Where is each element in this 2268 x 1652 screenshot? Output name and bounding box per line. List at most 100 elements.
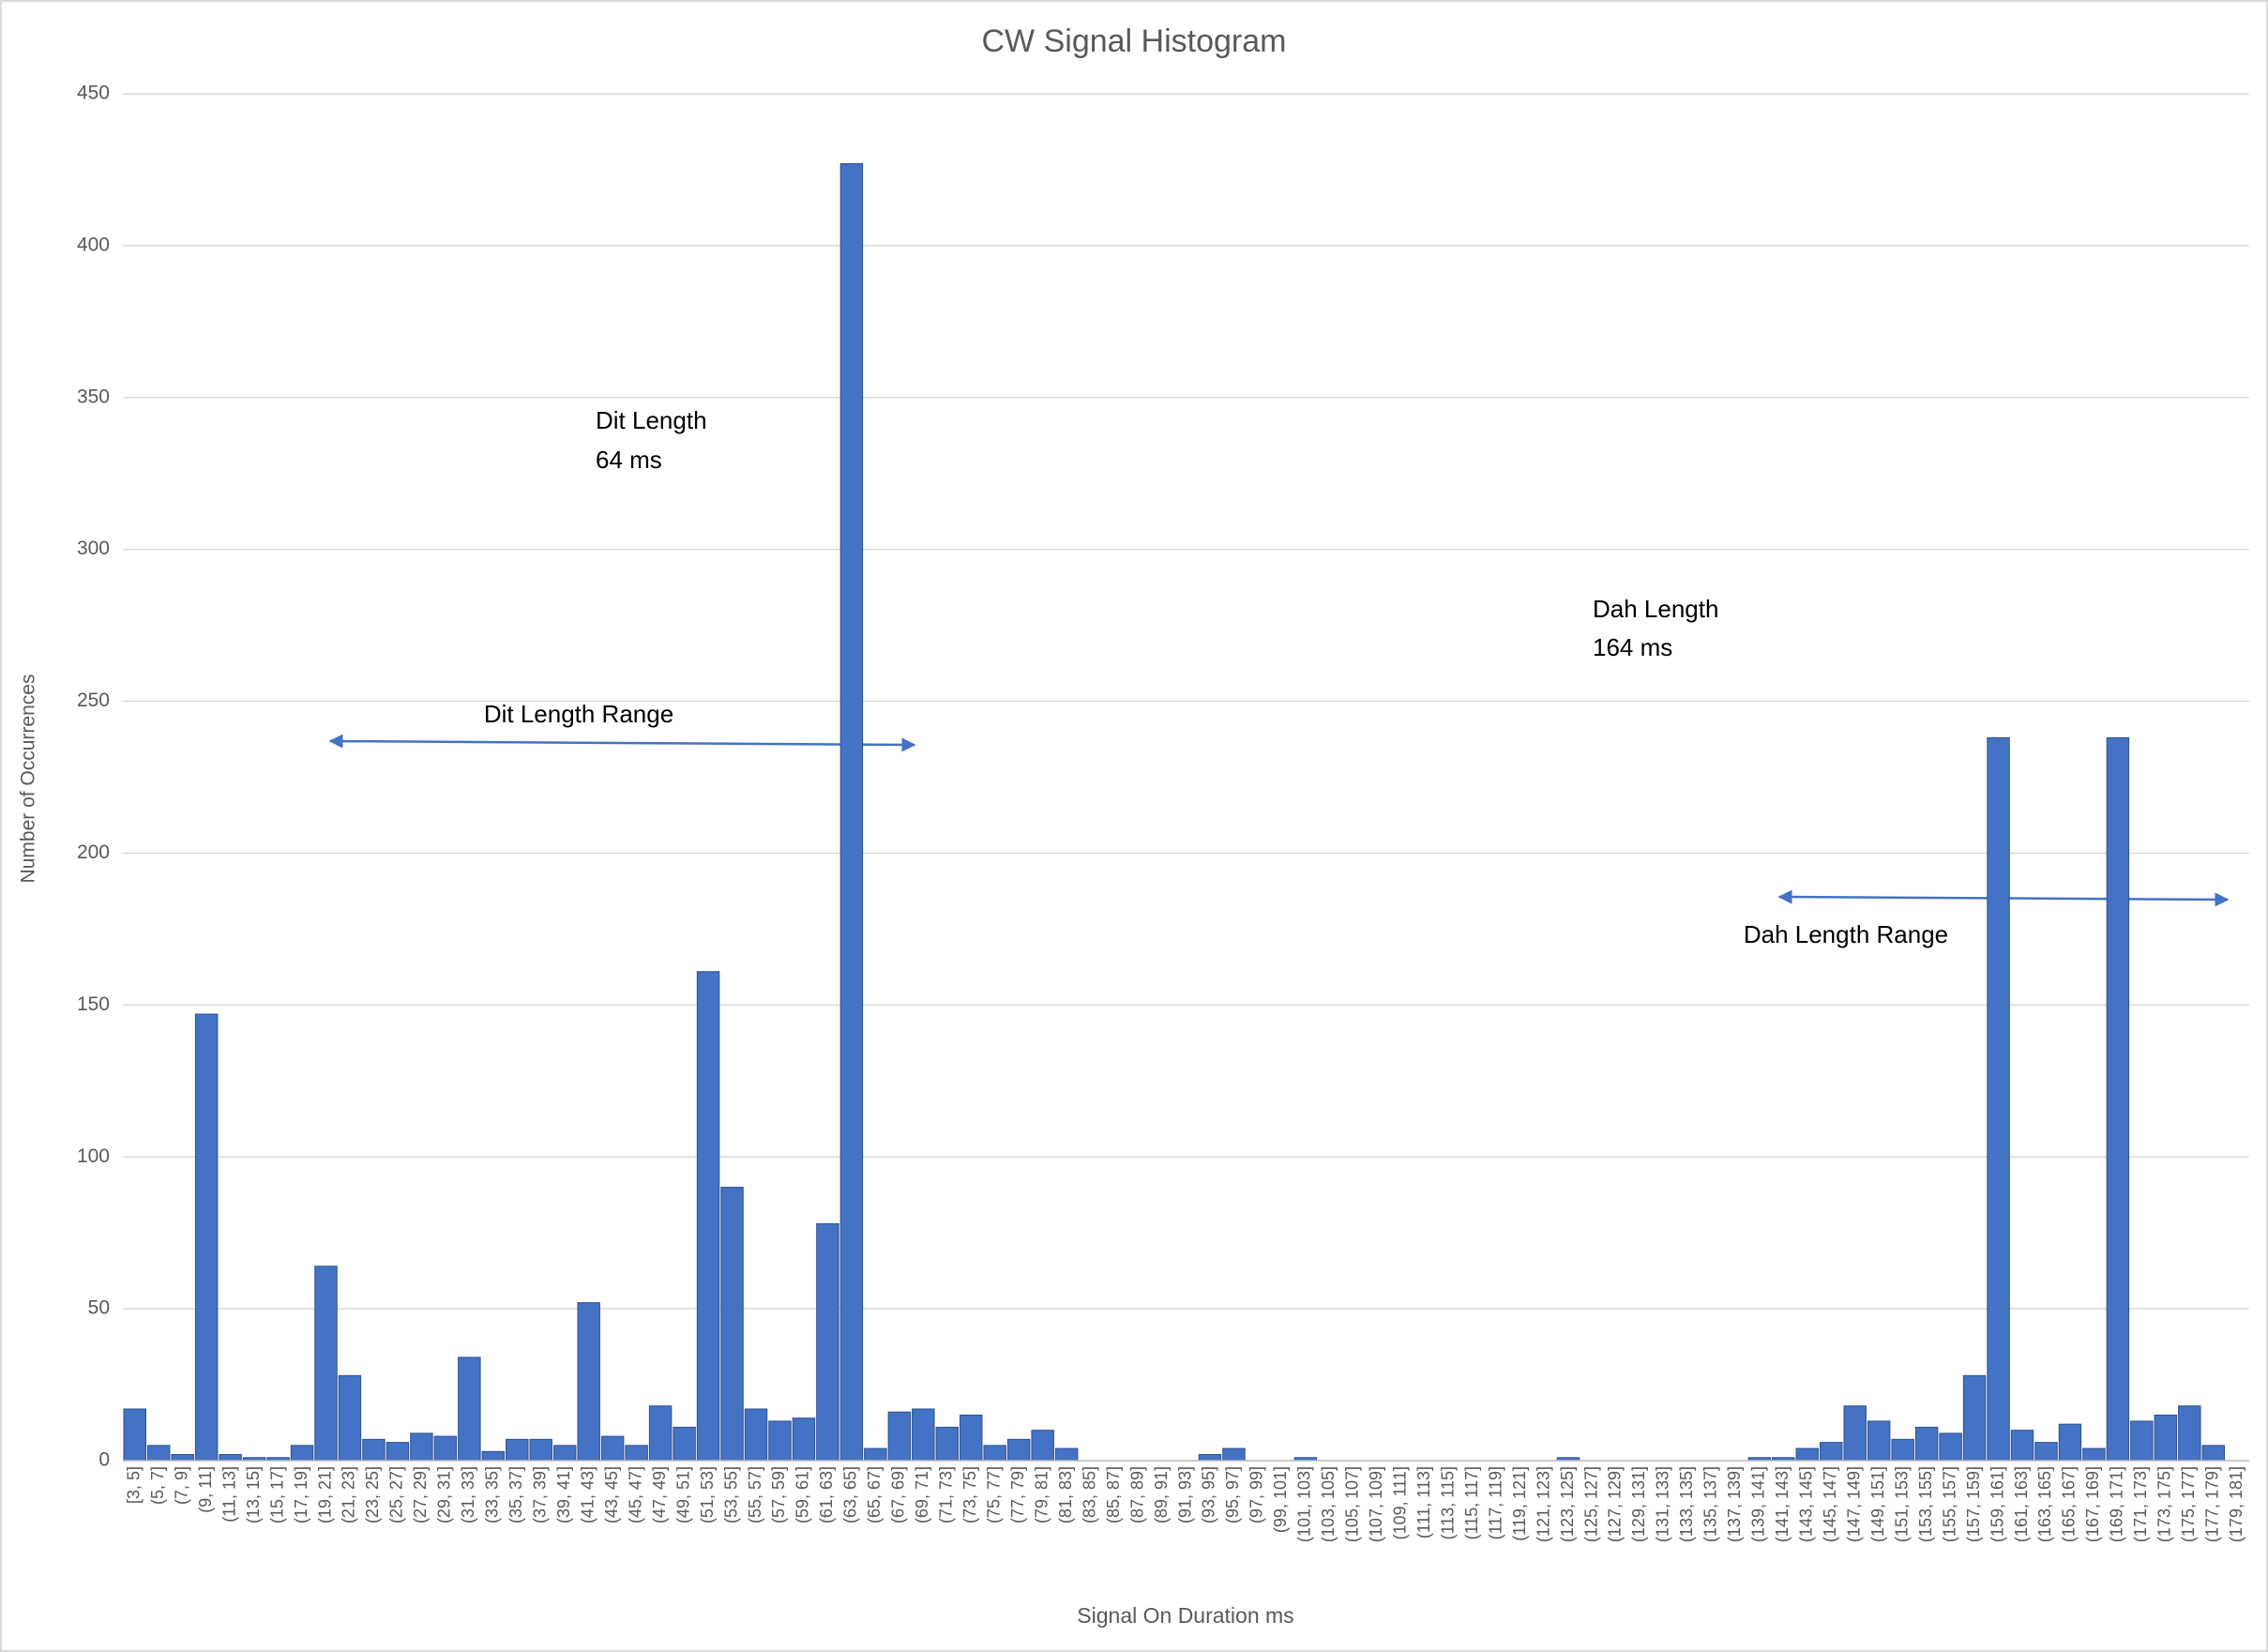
x-tick-label: (27, 29] xyxy=(411,1466,430,1523)
bar xyxy=(410,1432,433,1462)
x-tick-label: (169, 171] xyxy=(2108,1466,2126,1542)
bar xyxy=(1795,1447,1820,1462)
y-axis-label: Number of Occurrences xyxy=(18,674,39,884)
x-tick-label: (9, 11] xyxy=(196,1466,215,1513)
bar xyxy=(552,1445,577,1462)
x-tick-label: (79, 81] xyxy=(1032,1466,1051,1523)
x-tick-label: (167, 169] xyxy=(2083,1466,2102,1542)
x-tick-label: (161, 163] xyxy=(2012,1466,2031,1542)
y-tick-label: 50 xyxy=(88,1297,110,1319)
x-tick-label: (35, 37] xyxy=(507,1466,525,1523)
x-tick-label: (85, 87] xyxy=(1104,1466,1123,1523)
x-tick-label: (109, 111] xyxy=(1390,1466,1409,1539)
x-tick-label: (111, 113] xyxy=(1414,1466,1433,1538)
x-tick-label: (71, 73] xyxy=(937,1466,956,1523)
chart-title: CW Signal Histogram xyxy=(982,23,1287,59)
bar xyxy=(839,162,864,1462)
bar xyxy=(2034,1442,2058,1462)
x-tick-label: (63, 65] xyxy=(841,1466,860,1523)
bar xyxy=(458,1356,481,1462)
x-tick-label: (75, 77] xyxy=(984,1466,1003,1523)
bar xyxy=(290,1445,314,1462)
x-tick-label: (113, 115] xyxy=(1438,1466,1457,1539)
x-tick-label: (55, 57] xyxy=(746,1466,764,1523)
y-tick-label: 400 xyxy=(77,234,110,255)
x-tick-label: (119, 121] xyxy=(1510,1466,1529,1541)
x-tick-label: (145, 147] xyxy=(1821,1466,1839,1542)
bar xyxy=(2106,736,2130,1462)
x-tick-label: (143, 145] xyxy=(1797,1466,1816,1542)
annotation: Dah Length Range xyxy=(1744,920,1948,948)
x-tick-label: (107, 109] xyxy=(1367,1466,1385,1542)
x-tick-label: (175, 177] xyxy=(2179,1466,2198,1542)
annotation: Dah Length xyxy=(1593,595,1718,623)
y-tick-label: 200 xyxy=(77,841,110,863)
x-tick-label: (83, 85] xyxy=(1080,1466,1098,1523)
x-tick-label: (147, 149] xyxy=(1844,1466,1863,1542)
x-tick-label: (15, 17] xyxy=(267,1466,286,1523)
x-tick-label: (81, 83] xyxy=(1056,1466,1075,1523)
x-tick-label: (25, 27] xyxy=(387,1466,406,1523)
x-tick-label: (7, 9] xyxy=(172,1466,190,1505)
annotation: Dit Length Range xyxy=(484,700,673,728)
x-tick-label: (37, 39] xyxy=(531,1466,550,1523)
bar xyxy=(1867,1420,1891,1462)
x-tick-label: (115, 117] xyxy=(1462,1466,1481,1539)
x-tick-label: (47, 49] xyxy=(650,1466,669,1523)
x-tick-label: (87, 89] xyxy=(1127,1466,1146,1523)
bar xyxy=(146,1445,171,1462)
x-tick-label: (43, 45] xyxy=(602,1466,621,1523)
bar xyxy=(1054,1447,1079,1462)
x-tick-label: (165, 167] xyxy=(2060,1466,2079,1542)
x-tick-label: (123, 125] xyxy=(1558,1466,1577,1542)
x-tick-label: (121, 123] xyxy=(1534,1466,1552,1542)
x-tick-label: (59, 61] xyxy=(794,1466,812,1523)
bar xyxy=(1820,1442,1843,1462)
bar xyxy=(1987,736,2010,1462)
bar xyxy=(2178,1405,2201,1462)
bar xyxy=(983,1445,1006,1462)
bar xyxy=(2058,1423,2082,1462)
x-tick-label: (137, 139] xyxy=(1725,1466,1744,1542)
x-tick-label: (57, 59] xyxy=(769,1466,788,1523)
x-tick-label: (171, 173] xyxy=(2131,1466,2150,1542)
bar xyxy=(696,971,720,1462)
bar xyxy=(1198,1454,1222,1462)
annotation: 164 ms xyxy=(1593,633,1672,661)
x-tick-label: (133, 135] xyxy=(1677,1466,1696,1542)
annotation: 64 ms xyxy=(596,446,662,474)
x-tick-label: (5, 7] xyxy=(148,1466,167,1505)
x-tick-label: (17, 19] xyxy=(292,1466,310,1523)
y-tick-label: 350 xyxy=(77,386,110,407)
bar xyxy=(816,1222,839,1462)
x-tick-label: (163, 165] xyxy=(2035,1466,2054,1542)
bar xyxy=(481,1450,506,1462)
x-tick-label: (21, 23] xyxy=(340,1466,358,1523)
y-tick-label: 250 xyxy=(77,690,110,711)
x-tick-label: (157, 159] xyxy=(1964,1466,1983,1542)
x-tick-label: (151, 153] xyxy=(1892,1466,1911,1542)
bar xyxy=(625,1445,648,1462)
x-tick-label: (89, 91] xyxy=(1152,1466,1171,1523)
bar xyxy=(2130,1420,2154,1462)
x-tick-label: (33, 35] xyxy=(483,1466,502,1523)
y-tick-label: 300 xyxy=(77,538,110,559)
x-tick-label: (117, 119] xyxy=(1486,1466,1504,1539)
bar xyxy=(194,1013,219,1462)
x-tick-label: (23, 25] xyxy=(363,1466,382,1523)
bar xyxy=(338,1374,362,1462)
bar xyxy=(171,1454,194,1462)
x-tick-label: (93, 95] xyxy=(1200,1466,1218,1523)
x-tick-label: (19, 21] xyxy=(315,1466,334,1523)
bar xyxy=(2154,1414,2178,1462)
x-tick-label: (103, 105] xyxy=(1319,1466,1338,1542)
x-tick-label: (65, 67] xyxy=(865,1466,884,1523)
x-tick-label: (77, 79] xyxy=(1008,1466,1027,1523)
x-tick-label: (173, 175] xyxy=(2155,1466,2174,1542)
x-tick-label: (105, 107] xyxy=(1343,1466,1362,1542)
bar xyxy=(506,1438,529,1462)
x-tick-label: (135, 137] xyxy=(1701,1466,1720,1542)
x-tick-label: (61, 63] xyxy=(817,1466,836,1523)
x-tick-label: (149, 151] xyxy=(1868,1466,1887,1542)
